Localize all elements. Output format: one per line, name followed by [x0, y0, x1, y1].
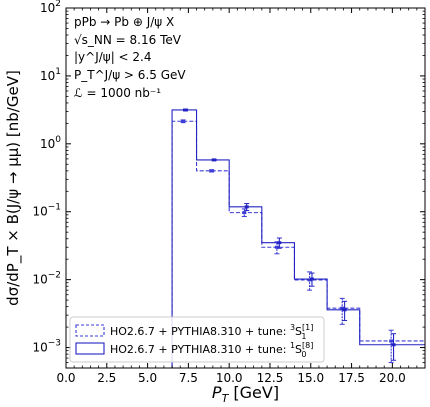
data-point: [209, 169, 214, 173]
legend-label-1: HO2.6.7 + PYTHIA8.310 + tune: 1S[8] 0: [110, 341, 313, 359]
annotation-energy: √s_NN = 8.16 TeV: [74, 33, 182, 47]
data-point: [242, 211, 247, 215]
series-layer: [171, 108, 425, 368]
x-tick-label: 12.5: [257, 371, 284, 385]
data-point: [307, 278, 312, 282]
annotation-pt-cut: P_T^J/ψ > 6.5 GeV: [74, 68, 186, 82]
legend-swatch-0: [75, 324, 105, 337]
y-tick-label: 10−1: [32, 203, 61, 219]
y-tick-label: 102: [40, 0, 61, 15]
data-point: [274, 245, 279, 249]
data-point: [309, 277, 314, 281]
series-1: [171, 108, 425, 368]
data-point: [212, 158, 217, 162]
series-line-1: [171, 109, 425, 368]
data-point: [181, 119, 186, 123]
annotation-luminosity: ℒ = 1000 nb⁻¹: [74, 86, 161, 100]
data-point: [391, 343, 396, 347]
data-point: [389, 339, 394, 343]
annotation-process: pPb → Pb ⊕ J/ψ X: [74, 15, 174, 29]
data-point: [244, 205, 249, 209]
x-tick-label: 5.0: [138, 371, 157, 385]
series-line-0: [171, 120, 425, 368]
x-tick-label: 15.0: [297, 371, 324, 385]
legend-label-0: HO2.6.7 + PYTHIA8.310 + tune: 3S[1] 1: [110, 323, 313, 341]
y-axis-label: dσ/dP_T × B(J/ψ → μμ) [nb/GeV]: [4, 70, 23, 306]
y-tick-label: 10−2: [32, 271, 61, 287]
annotation-rapidity: |y^J/ψ| < 2.4: [74, 50, 152, 64]
y-tick-label: 100: [40, 135, 61, 151]
annotation-layer: pPb → Pb ⊕ J/ψ X √s_NN = 8.16 TeV |y^J/ψ| …: [74, 15, 186, 100]
x-tick-label: 7.5: [179, 371, 198, 385]
x-tick-label: 10.0: [216, 371, 243, 385]
data-point: [340, 306, 345, 310]
legend-box: [69, 316, 325, 363]
x-tick-label: 0.0: [56, 371, 75, 385]
y-tick-label: 10−3: [32, 339, 61, 355]
x-axis-label: PT [GeV]: [212, 383, 279, 405]
data-point: [277, 241, 282, 245]
x-tick-label: 2.5: [97, 371, 116, 385]
x-tick-label: 20.0: [379, 371, 406, 385]
data-point: [183, 108, 188, 112]
axes-layer: 0.0 2.5 5.0 7.5 10.0 12.5 15.0 17.5 20.0 102 101 10…: [4, 0, 426, 405]
legend: HO2.6.7 + PYTHIA8.310 + tune: 3S[1] 1HO2.…: [69, 316, 325, 363]
data-point: [342, 308, 347, 312]
x-tick-label: 17.5: [338, 371, 365, 385]
legend-swatch-1: [75, 342, 105, 355]
y-tick-label: 101: [40, 67, 61, 83]
